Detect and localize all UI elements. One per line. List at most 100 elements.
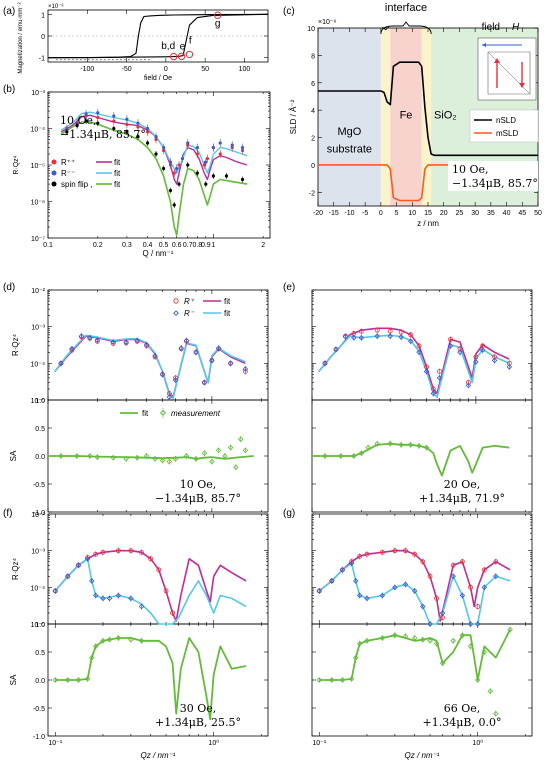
data-point [138,638,145,644]
annotation-line: 30 Oe, [180,702,217,715]
x-tick-label: 0.1 [43,242,53,249]
data-point [240,177,245,182]
annotation-line: +1.34μB, 0.0° [423,716,502,729]
data-point [78,333,85,339]
y-tick-label: 0 [41,34,45,41]
data-point [427,638,433,644]
annotation-line: 10 Oe, [452,163,489,176]
panel-f: 10⁻¹ 10⁰10⁻⁵10⁻⁴10⁻³10⁻²-1.0-0.50.00.51.0… [9,512,269,760]
layer-region [380,28,391,206]
data-point [342,334,349,340]
legend-marker [51,170,57,176]
data-point [84,112,88,116]
data-point [75,124,79,128]
data-point [172,171,176,175]
data-point [145,126,150,131]
data-point [183,337,190,344]
annotation-line: 66 Oe, [444,702,481,715]
data-point [348,676,355,682]
data-point [209,458,215,465]
data-point [439,660,446,666]
data-point [459,632,466,638]
data-point [493,559,499,565]
data-point [392,548,398,554]
field-inset [477,37,537,101]
y-axis-label: SA [9,674,18,685]
y-tick-label: 10⁻⁵ [31,163,45,170]
y-tick-label: 10⁻³ [31,325,45,332]
data-point [316,588,323,594]
x-tick-label: 10⁻¹ [312,740,326,747]
data-point [215,345,222,351]
data-point [218,141,222,145]
series-line [318,61,538,157]
data-point [423,444,430,451]
data-point [65,677,71,683]
data-point [358,334,365,341]
y-axis-label: Magnetization / emu·mm⁻² [18,2,24,73]
x-tick-label: 30 [471,210,479,217]
data-point [205,156,209,161]
data-point [163,588,169,594]
x-tick-label: -5 [362,210,368,217]
y-tick-label: 2 [311,136,315,143]
legend-top: R⁺ fit R⁻ fit [173,297,231,318]
x-tick-label: 10⁰ [208,739,219,747]
data-point [152,353,158,359]
x-tick-label: 0.4 [143,242,153,249]
data-point [159,457,166,464]
y-tick-label: -0.5 [33,706,45,713]
y-tick-label: 10⁻⁴ [31,585,46,592]
y-tick-label: 6 [311,81,315,88]
x-tick-label: 0.7 [183,242,193,249]
data-point [170,610,175,616]
panel-label: (b) [3,84,15,95]
data-point [100,549,106,555]
interface-arrow [382,26,389,31]
y-tick-label: 10⁻³ [31,549,45,556]
series-line [60,114,248,185]
data-point [459,592,466,599]
data-point [448,336,453,342]
data-point [348,560,355,567]
y-exponent: ×10⁻⁶ [318,19,337,26]
data-point [125,117,129,121]
data-point [100,638,106,644]
data-point [233,464,239,470]
data-point [93,551,99,557]
data-point [128,595,134,602]
data-point [136,121,140,125]
data-point [58,453,64,459]
legend-bottom: fit measurement [120,408,221,418]
legend-marker [51,159,57,165]
y-exponent: ×10⁻³ [48,4,63,10]
data-point [96,121,100,125]
data-point [339,567,346,573]
inset-box [477,37,537,101]
x-tick-label: 5 [395,210,399,217]
inset-diagonal [487,51,531,95]
data-point [166,458,173,465]
top-plot-frame [311,289,533,401]
series-line [54,557,247,625]
data-point [491,357,498,364]
x-tick-label: 50 [201,66,209,73]
data-point [172,203,176,207]
data-point [125,130,129,134]
y-axis-label: R·Qz⁴ [11,557,20,580]
y-tick-label: 1 [41,12,45,19]
x-tick-label: 0.5 [159,242,169,249]
region-label: substrate [327,144,372,156]
data-point [84,676,91,682]
x-tick-label: 2 [261,242,265,249]
data-point [387,440,393,447]
data-point [112,114,116,118]
data-point [152,456,158,462]
data-point [186,141,190,145]
data-point [416,443,422,449]
data-point [87,334,93,341]
data-point [403,548,408,554]
y-tick-label: -1.0 [33,734,45,741]
data-point [115,635,122,641]
x-tick-label: 25 [456,210,464,217]
